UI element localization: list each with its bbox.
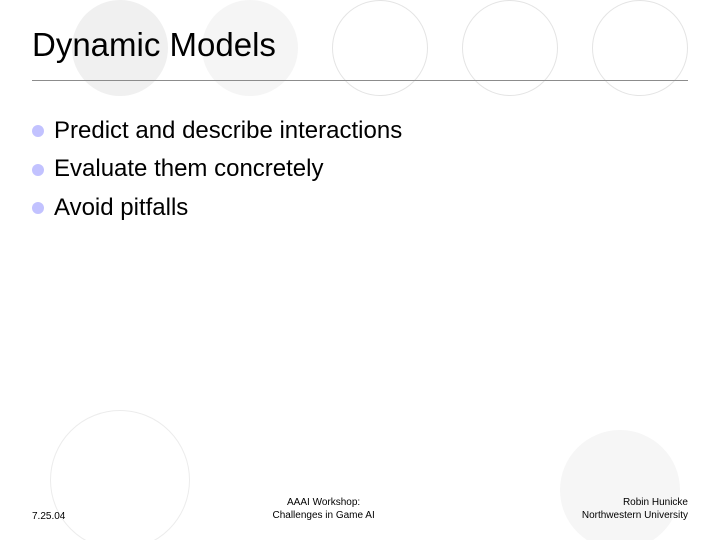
slide-title: Dynamic Models (32, 26, 688, 81)
bullet-text: Avoid pitfalls (54, 192, 188, 224)
list-item: Evaluate them concretely (32, 153, 688, 185)
footer: 7.25.04 AAAI Workshop: Challenges in Gam… (32, 497, 688, 522)
bullet-text: Evaluate them concretely (54, 153, 323, 185)
footer-date: 7.25.04 (32, 511, 65, 522)
footer-center: AAAI Workshop: Challenges in Game AI (272, 497, 374, 522)
bullet-list: Predict and describe interactions Evalua… (32, 115, 688, 224)
list-item: Avoid pitfalls (32, 192, 688, 224)
bullet-icon (32, 125, 44, 137)
footer-right-line2: Northwestern University (582, 510, 688, 523)
footer-center-line2: Challenges in Game AI (272, 510, 374, 523)
footer-right: Robin Hunicke Northwestern University (582, 497, 688, 522)
bullet-icon (32, 202, 44, 214)
bullet-text: Predict and describe interactions (54, 115, 402, 147)
slide: Dynamic Models Predict and describe inte… (0, 0, 720, 540)
footer-center-line1: AAAI Workshop: (272, 497, 374, 510)
footer-right-line1: Robin Hunicke (582, 497, 688, 510)
list-item: Predict and describe interactions (32, 115, 688, 147)
bullet-icon (32, 164, 44, 176)
